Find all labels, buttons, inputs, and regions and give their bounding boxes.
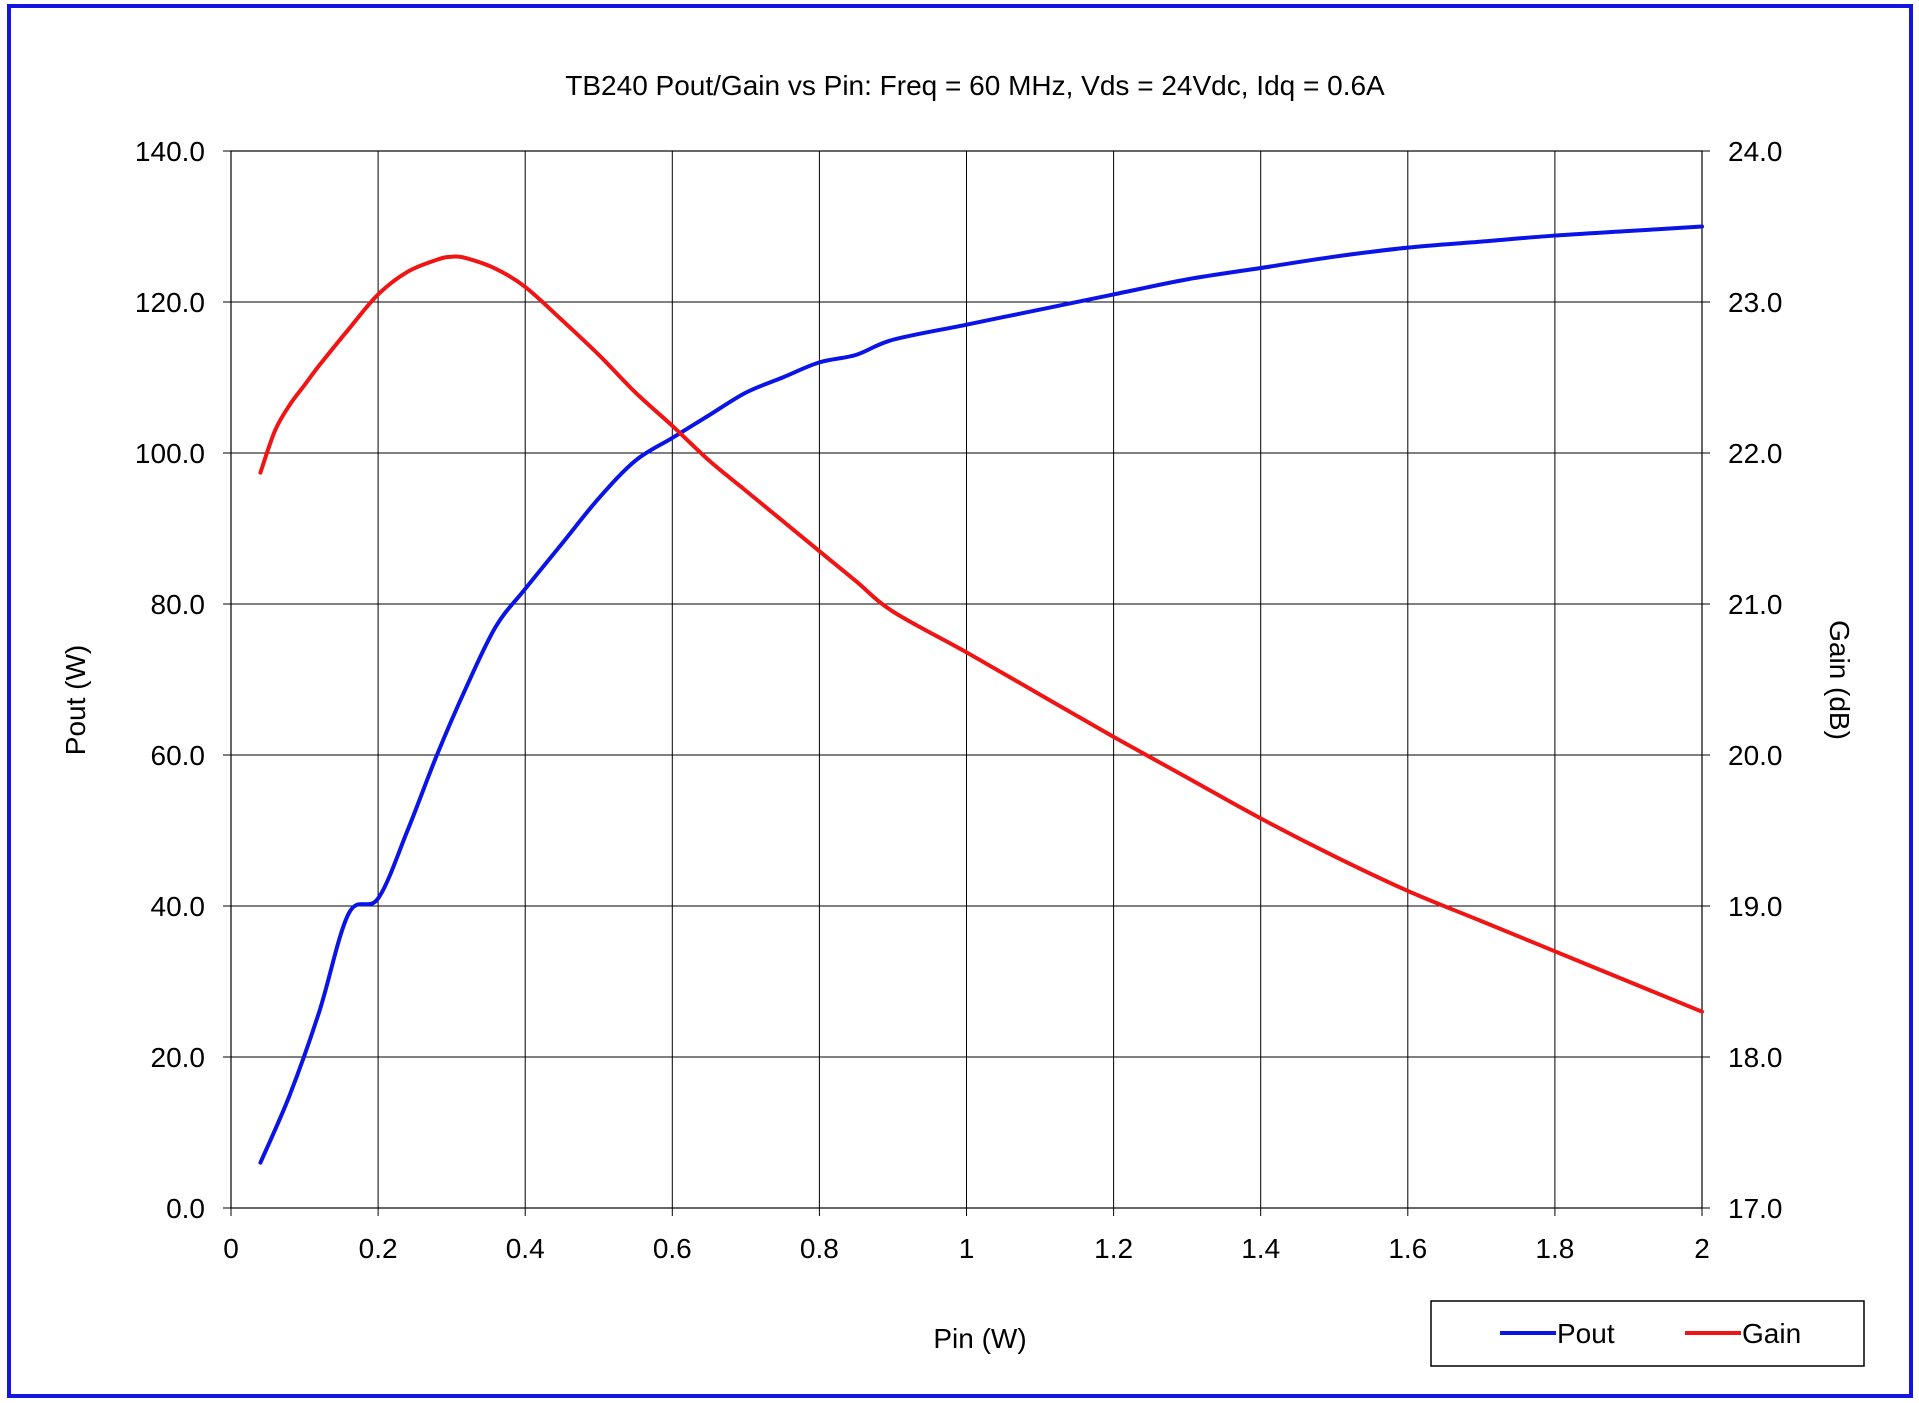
right-axis-title: Gain (dB) [1824,620,1855,740]
y-right-tick-label: 18.0 [1728,1042,1783,1073]
outer-border [7,4,1913,1398]
y-left-tick-label: 100.0 [135,438,205,469]
y-left-tick-label: 140.0 [135,136,205,167]
left-axis-title: Pout (W) [60,645,91,755]
x-tick-label: 1.4 [1241,1233,1280,1264]
tick-labels: 0 0.2 0.4 0.6 0.8 1 1.2 1.4 1.6 1.8 20.020.040.060… [135,136,1783,1264]
legend-gain-label: Gain [1742,1318,1801,1349]
y-right-tick-label: 23.0 [1728,287,1783,318]
series-layer [258,224,1704,1165]
y-right-tick-label: 20.0 [1728,740,1783,771]
y-left-tick-label: 120.0 [135,287,205,318]
series-pout-line [258,224,1704,1165]
x-tick-label: 0.6 [653,1233,692,1264]
x-tick-label: 1.2 [1094,1233,1133,1264]
x-tick-label: 0.4 [506,1233,545,1264]
plot-area-border [230,150,1703,1209]
x-tick-label: 1 [959,1233,975,1264]
axes [223,150,1710,1216]
y-left-tick-label: 80.0 [151,589,206,620]
y-right-tick-label: 17.0 [1728,1193,1783,1224]
y-left-tick-label: 0.0 [166,1193,205,1224]
y-left-tick-label: 20.0 [151,1042,206,1073]
y-left-tick-label: 40.0 [151,891,206,922]
x-tick-label: 2 [1694,1233,1710,1264]
legend-pout-label: Pout [1557,1318,1615,1349]
series-gain-line [258,254,1704,1014]
x-tick-label: 0.2 [359,1233,398,1264]
y-left-tick-label: 60.0 [151,740,206,771]
x-axis-title: Pin (W) [933,1323,1026,1354]
y-right-tick-label: 24.0 [1728,136,1783,167]
y-right-tick-label: 21.0 [1728,589,1783,620]
y-right-tick-label: 22.0 [1728,438,1783,469]
x-tick-label: 1.6 [1388,1233,1427,1264]
y-right-tick-label: 19.0 [1728,891,1783,922]
chart-title: TB240 Pout/Gain vs Pin: Freq = 60 MHz, V… [565,70,1385,101]
legend: Pout Gain [1430,1300,1865,1367]
x-tick-label: 0.8 [800,1233,839,1264]
x-tick-label: 0 [223,1233,239,1264]
x-tick-label: 1.8 [1535,1233,1574,1264]
